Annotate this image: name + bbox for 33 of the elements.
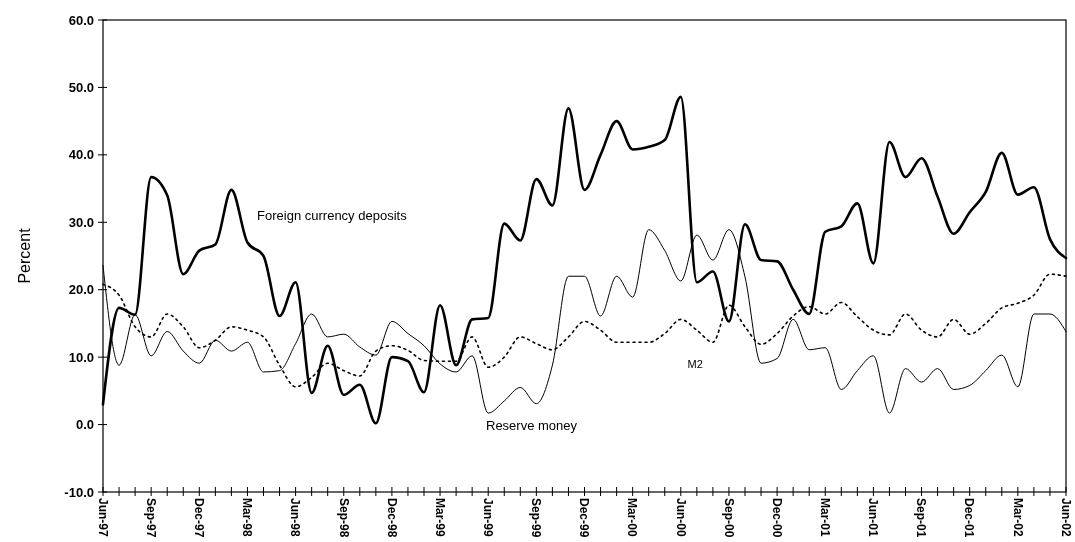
y-tick-label: 20.0 bbox=[68, 282, 94, 298]
y-tick-label: -10.0 bbox=[64, 484, 94, 500]
y-tick-label: 0.0 bbox=[75, 417, 94, 433]
x-tick-label: Jun-99 bbox=[481, 498, 495, 537]
x-tick-label: Jun-98 bbox=[288, 498, 303, 537]
x-tick-label: Dec-97 bbox=[192, 498, 207, 538]
x-tick-label: Sep-98 bbox=[336, 498, 351, 538]
y-tick-label: 30.0 bbox=[68, 214, 94, 230]
x-tick-label: Mar-99 bbox=[432, 498, 447, 538]
x-tick-label: Jun-97 bbox=[95, 498, 110, 537]
x-tick-label: Mar-02 bbox=[1010, 498, 1025, 538]
x-tick-label: Dec-00 bbox=[769, 498, 784, 538]
x-tick-label: Dec-99 bbox=[577, 498, 592, 538]
x-tick-label: Jun-01 bbox=[866, 498, 881, 537]
y-axis-title: Percent bbox=[16, 227, 33, 284]
annotation: M2 bbox=[687, 358, 703, 371]
y-tick-label: 10.0 bbox=[68, 349, 94, 365]
x-tick-label: Sep-97 bbox=[143, 498, 158, 538]
x-tick-label: Mar-01 bbox=[818, 498, 833, 538]
y-tick-label: 40.0 bbox=[68, 147, 94, 163]
x-tick-label: Sep-00 bbox=[721, 498, 736, 538]
x-tick-label: Dec-98 bbox=[384, 498, 399, 538]
y-tick-label: 60.0 bbox=[68, 12, 94, 28]
x-tick-label: Jun-00 bbox=[673, 498, 688, 537]
annotation: Foreign currency deposits bbox=[257, 208, 408, 224]
y-tick-label: 50.0 bbox=[68, 79, 94, 95]
x-tick-label: Mar-00 bbox=[625, 498, 640, 538]
annotation: Reserve money bbox=[486, 418, 578, 434]
x-tick-label: Dec-01 bbox=[962, 498, 977, 538]
x-tick-label: Sep-99 bbox=[529, 498, 544, 538]
x-tick-label: Mar-98 bbox=[240, 498, 255, 538]
x-tick-label: Sep-01 bbox=[914, 498, 929, 538]
x-tick-label: Jun-02 bbox=[1058, 498, 1073, 537]
